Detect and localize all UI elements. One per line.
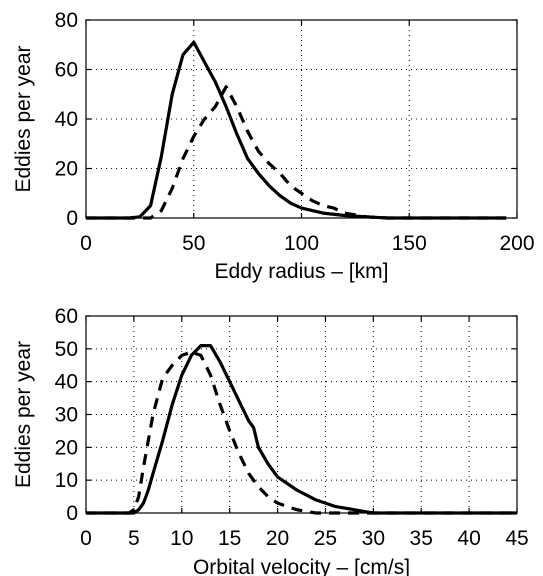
x-tick-label: 35	[410, 527, 433, 550]
y-tick-label: 60	[55, 305, 78, 328]
x-axis-label: Eddy radius – [km]	[215, 260, 389, 283]
y-axis-label: Eddies per year	[12, 341, 35, 488]
x-tick-label: 5	[128, 527, 140, 550]
x-tick-label: 10	[170, 527, 193, 550]
y-tick-label: 0	[66, 502, 78, 525]
dashed-series-line	[86, 85, 507, 220]
x-tick-label: 150	[392, 232, 427, 255]
y-tick-label: 40	[55, 108, 78, 131]
y-tick-label: 80	[55, 9, 78, 32]
solid-series-line	[86, 344, 517, 515]
dashed-series-line	[86, 350, 517, 515]
x-axis-label: Orbital velocity – [cm/s]	[193, 556, 410, 576]
orbital-velocity-panel: 0 5 10 15 20 25 30 35 40 45 0 10 20 30 40 50 60 Orbital v…	[12, 305, 529, 576]
y-tick-label: 20	[55, 436, 78, 459]
y-tick-label: 20	[55, 158, 78, 181]
y-tick-label: 0	[66, 207, 78, 230]
x-tick-label: 100	[284, 232, 319, 255]
x-tick-label: 25	[314, 527, 337, 550]
x-tick-label: 0	[80, 527, 92, 550]
x-tick-label: 45	[505, 527, 528, 550]
y-tick-label: 10	[55, 469, 78, 492]
x-tick-label: 0	[80, 232, 92, 255]
y-tick-label: 40	[55, 371, 78, 394]
y-tick-label: 30	[55, 404, 78, 427]
solid-series-line	[86, 40, 507, 220]
y-axis-label: Eddies per year	[12, 45, 35, 192]
x-tick-label: 200	[499, 232, 534, 255]
x-tick-label: 15	[218, 527, 241, 550]
x-tick-label: 20	[266, 527, 289, 550]
x-tick-label: 40	[457, 527, 480, 550]
x-tick-label: 50	[182, 232, 205, 255]
x-tick-label: 30	[362, 527, 385, 550]
y-tick-label: 50	[55, 338, 78, 361]
y-tick-label: 60	[55, 59, 78, 82]
eddy-radius-panel: 0 50 100 150 200 0 20 40 60 80 Eddy radius – [km] E…	[12, 9, 535, 283]
